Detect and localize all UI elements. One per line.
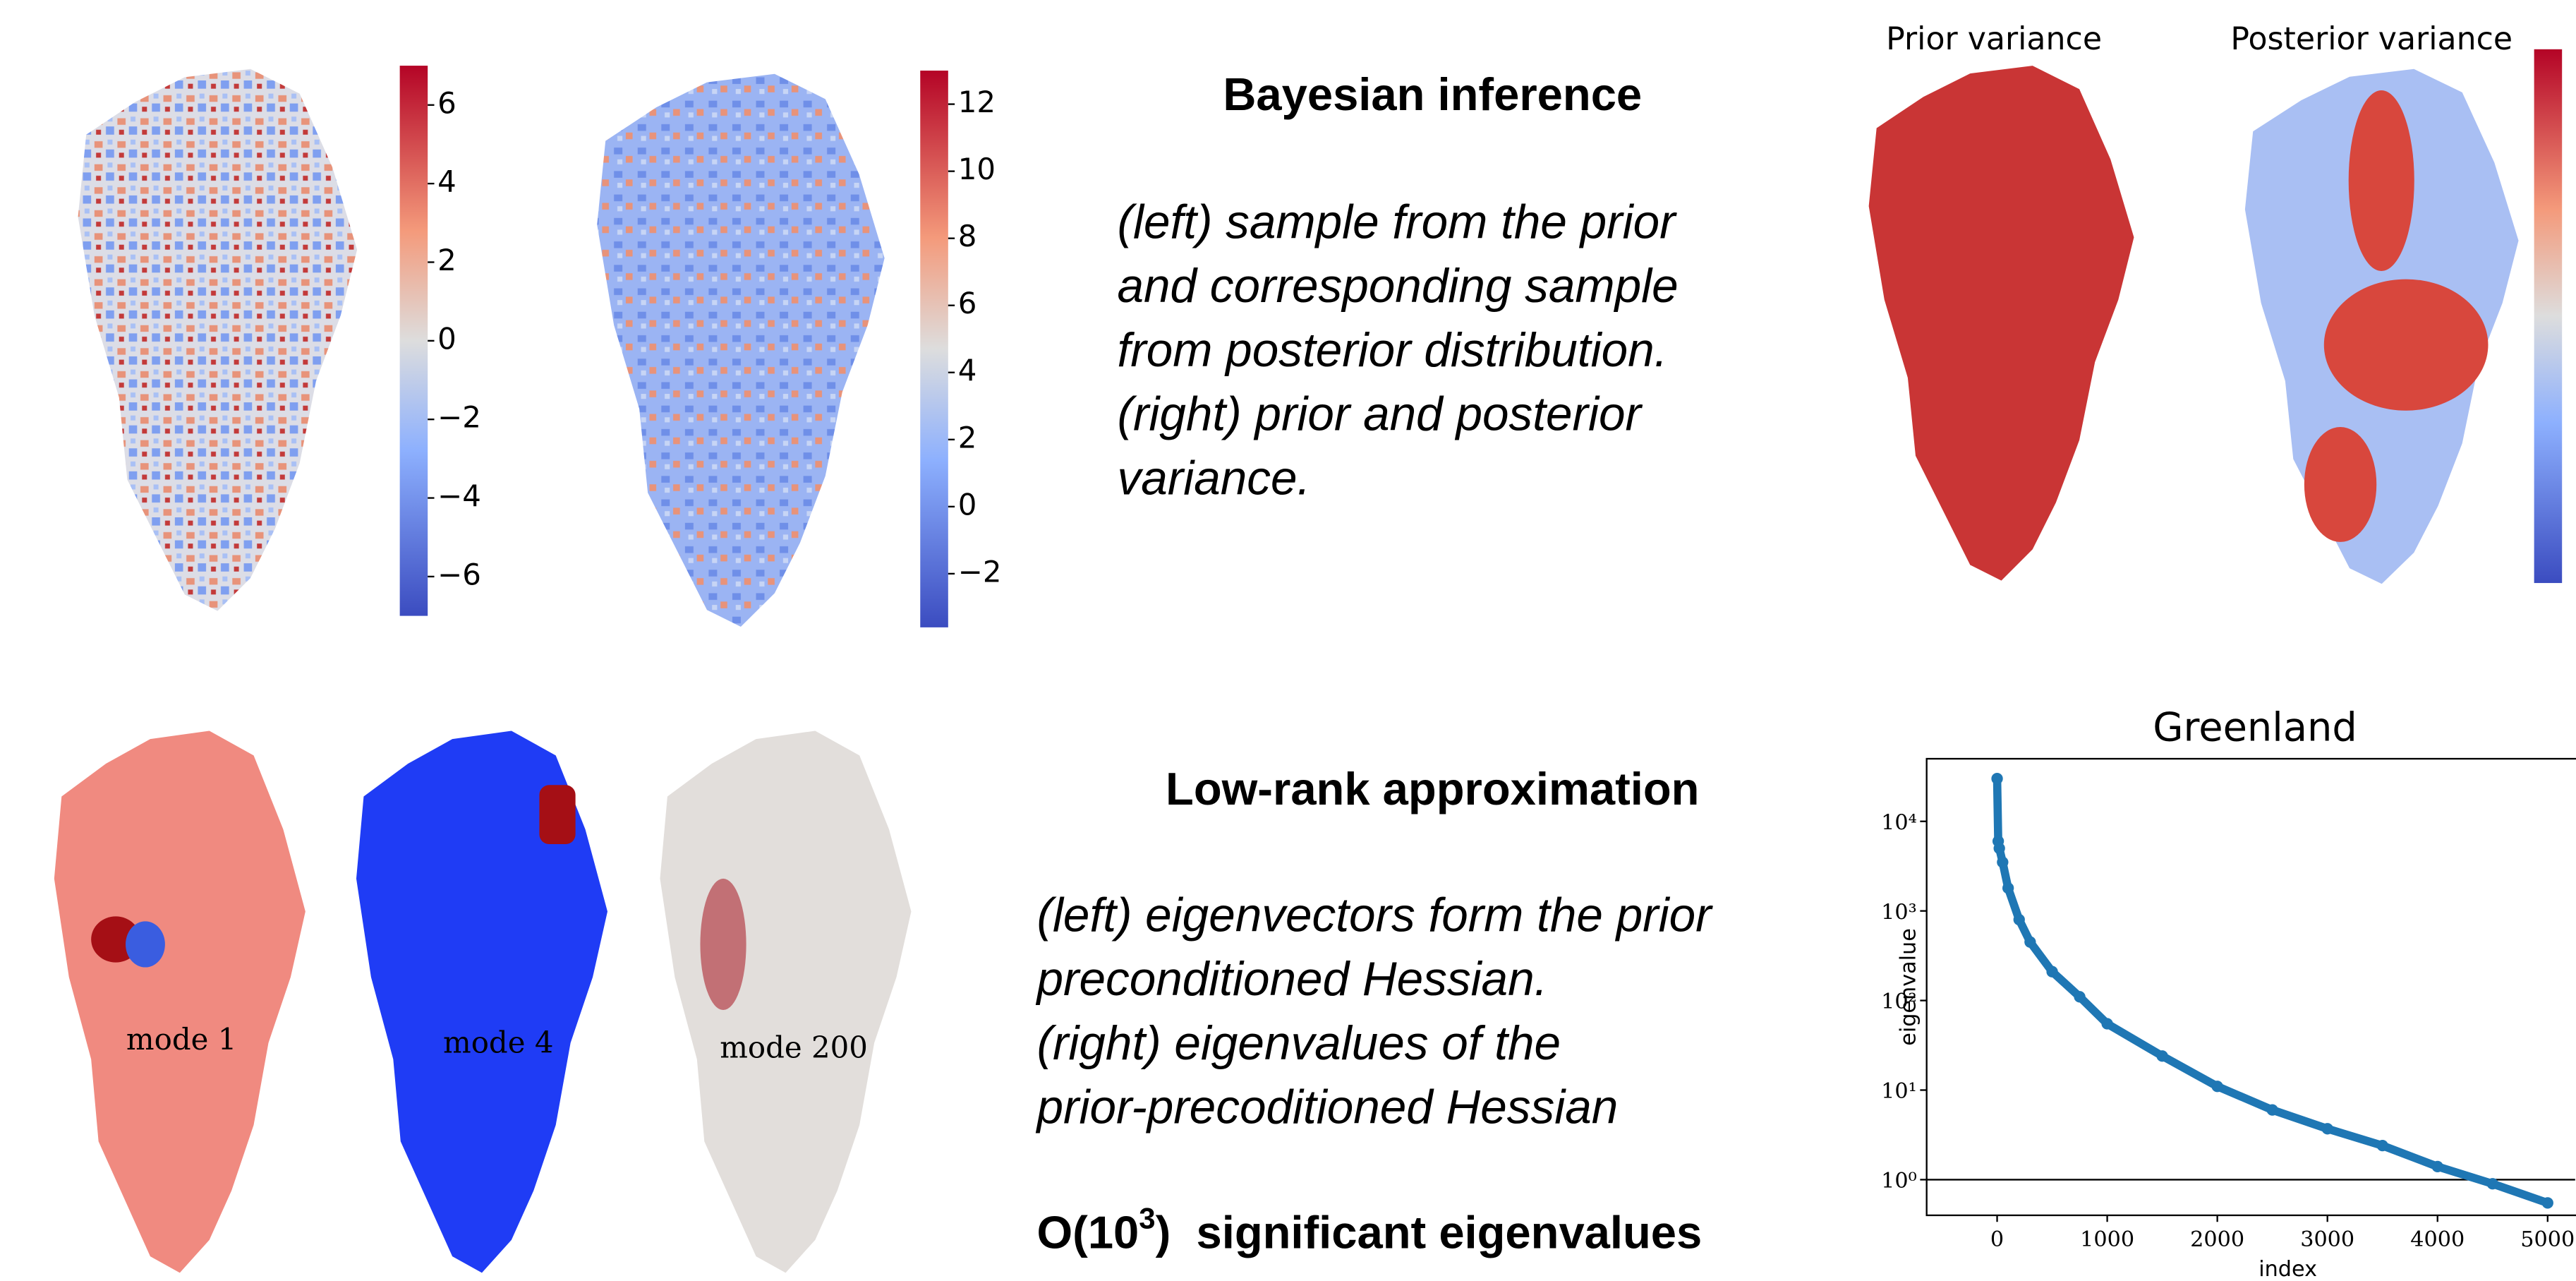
eigenvalue-line: [1997, 778, 2548, 1203]
map-feature: [700, 879, 746, 1010]
colorbar: [400, 66, 428, 616]
x-tick-label: 4000: [2410, 1227, 2465, 1252]
mode-label: mode 200: [720, 1030, 868, 1065]
eigenvalue-point: [1997, 856, 2008, 867]
mode-label: mode 4: [443, 1026, 553, 1060]
prior-sample-map: [78, 69, 358, 611]
panel-title: Posterior variance: [2230, 21, 2512, 57]
eigenvalue-point: [2156, 1050, 2167, 1062]
panel-title: Prior variance: [1886, 21, 2102, 57]
paragraph-line: variance.: [1118, 452, 1311, 505]
paragraph-line: and corresponding sample: [1118, 260, 1679, 313]
eigenvalue-point: [2212, 1081, 2223, 1092]
heading: Bayesian inference: [1223, 68, 1642, 120]
footer-sup: 3: [1139, 1202, 1155, 1235]
variance-colorbar: [2534, 49, 2563, 583]
colorbar-tick-label: 6: [437, 85, 456, 120]
paragraph-line: prior-precoditioned Hessian: [1035, 1081, 1618, 1134]
map-feature: [2349, 90, 2414, 271]
y-axis-label: eigenvalue: [1896, 928, 1921, 1046]
colorbar-tick-label: 2: [958, 420, 977, 455]
eigenvalue-point: [2377, 1140, 2388, 1151]
paragraph-line: from posterior distribution.: [1118, 324, 1668, 377]
footer-part: ) significant eigenvalues: [1156, 1206, 1703, 1258]
eigenvalue-point: [2101, 1018, 2112, 1029]
eigenvalue-point: [2014, 914, 2025, 925]
paragraph-line: (right) prior and posterior: [1118, 388, 1643, 441]
eigenvalue-point: [2024, 937, 2036, 948]
eigenvalue-point: [2002, 882, 2014, 894]
paragraph-line: preconditioned Hessian.: [1035, 953, 1547, 1006]
colorbar-tick-label: 8: [958, 219, 977, 253]
paragraph-line: (right) eigenvalues of the: [1036, 1017, 1561, 1070]
paragraph-line: (left) eigenvectors form the prior: [1036, 889, 1713, 942]
colorbar-tick-label: −4: [437, 479, 481, 513]
eigenvalue-point: [1991, 773, 2002, 784]
eigenvalue-point: [2322, 1123, 2333, 1134]
y-tick-label: 10⁰: [1881, 1169, 1917, 1193]
plot-frame: [1927, 759, 2576, 1215]
colorbar-tick-label: 0: [958, 487, 977, 522]
map-feature: [126, 921, 165, 967]
y-tick-label: 10¹: [1881, 1079, 1917, 1104]
eigenvalue-point: [2074, 991, 2085, 1002]
map-feature: [2304, 427, 2376, 542]
colorbar-tick-label: 6: [958, 286, 977, 320]
eigenvalue-point: [1994, 843, 2005, 854]
colorbar-tick-label: 0: [437, 321, 456, 356]
chart-title: Greenland: [2153, 704, 2357, 750]
eigenvalue-point: [2267, 1105, 2278, 1116]
colorbar-tick-label: −2: [958, 554, 1002, 589]
x-tick-label: 0: [1990, 1227, 2004, 1252]
colorbar-tick-label: 10: [958, 152, 996, 186]
slide: Prior variance Posterior variance Bayesi…: [0, 0, 2576, 1281]
footer-part: O(10: [1036, 1206, 1139, 1258]
eigenvalue-point: [2432, 1161, 2443, 1172]
paragraph-line: (left) sample from the prior: [1118, 196, 1678, 248]
eigenvalue-point: [2487, 1178, 2498, 1189]
x-axis-label: index: [2258, 1257, 2317, 1281]
footer-text: O(103) significant eigenvalues: [1036, 1202, 1702, 1258]
eigenvalue-point: [2542, 1197, 2553, 1208]
x-tick-label: 2000: [2190, 1227, 2244, 1252]
x-tick-label: 3000: [2300, 1227, 2354, 1252]
map-feature: [2324, 279, 2489, 411]
mode200-map: [660, 730, 911, 1273]
map-feature: [539, 785, 575, 844]
colorbar-tick-label: 12: [958, 85, 996, 119]
x-tick-label: 1000: [2080, 1227, 2134, 1252]
posterior-sample-map: [597, 74, 884, 627]
colorbar-tick-label: −6: [437, 557, 481, 591]
mode1-map: [54, 730, 306, 1273]
colorbar-tick-label: −2: [437, 400, 481, 435]
colorbar-tick-label: 2: [437, 243, 456, 277]
colorbar-tick-label: 4: [958, 353, 977, 387]
y-tick-label: 10³: [1881, 900, 1917, 925]
x-tick-label: 5000: [2520, 1227, 2575, 1252]
heading: Low-rank approximation: [1166, 763, 1699, 814]
mode-label: mode 1: [126, 1022, 236, 1057]
colorbar: [920, 71, 948, 627]
eigenvalue-point: [2046, 966, 2057, 978]
colorbar-tick-label: 4: [437, 164, 456, 199]
prior-variance-map: [1869, 66, 2134, 580]
y-tick-label: 10⁴: [1881, 810, 1917, 835]
